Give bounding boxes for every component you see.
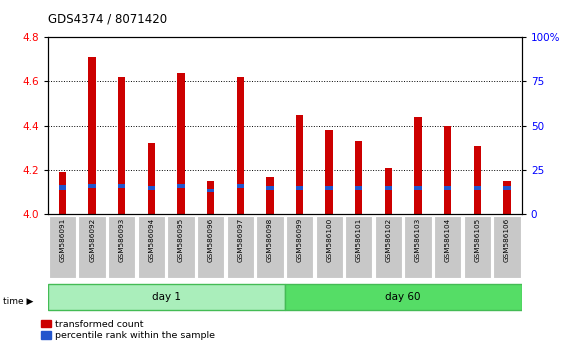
Bar bbox=[385, 168, 392, 214]
Bar bbox=[444, 186, 452, 190]
Bar bbox=[444, 126, 452, 214]
Text: GSM586105: GSM586105 bbox=[474, 218, 480, 262]
Bar bbox=[385, 186, 392, 190]
Text: day 1: day 1 bbox=[151, 292, 181, 302]
Text: GSM586106: GSM586106 bbox=[504, 218, 510, 262]
Text: GDS4374 / 8071420: GDS4374 / 8071420 bbox=[48, 12, 167, 25]
Bar bbox=[415, 186, 422, 190]
Bar bbox=[148, 143, 155, 214]
Text: GSM586100: GSM586100 bbox=[326, 218, 332, 262]
Bar bbox=[48, 284, 284, 310]
Text: GSM586094: GSM586094 bbox=[148, 218, 154, 262]
Bar bbox=[345, 216, 373, 278]
Bar bbox=[108, 216, 135, 278]
Bar bbox=[227, 216, 254, 278]
Bar bbox=[473, 145, 481, 214]
Bar bbox=[266, 186, 274, 190]
Bar bbox=[355, 186, 362, 190]
Bar bbox=[167, 216, 195, 278]
Bar bbox=[355, 141, 362, 214]
Bar bbox=[434, 216, 461, 278]
Bar bbox=[325, 130, 333, 214]
Bar bbox=[89, 184, 96, 188]
Bar bbox=[493, 216, 521, 278]
Bar bbox=[177, 184, 185, 188]
Bar bbox=[148, 186, 155, 190]
Text: GSM586097: GSM586097 bbox=[237, 218, 243, 262]
Bar bbox=[404, 216, 431, 278]
Bar bbox=[89, 57, 96, 214]
Bar bbox=[118, 184, 126, 188]
Bar bbox=[315, 216, 343, 278]
Text: GSM586102: GSM586102 bbox=[385, 218, 392, 262]
Bar bbox=[79, 216, 106, 278]
Bar bbox=[296, 186, 304, 190]
Bar bbox=[463, 216, 491, 278]
Bar bbox=[237, 184, 244, 188]
Bar bbox=[207, 181, 214, 214]
Text: time ▶: time ▶ bbox=[3, 297, 33, 306]
Text: GSM586104: GSM586104 bbox=[445, 218, 450, 262]
Bar bbox=[503, 181, 511, 214]
Bar bbox=[197, 216, 224, 278]
Bar bbox=[118, 77, 126, 214]
Text: GSM586098: GSM586098 bbox=[267, 218, 273, 262]
Bar bbox=[266, 177, 274, 214]
Text: GSM586096: GSM586096 bbox=[208, 218, 214, 262]
Bar bbox=[59, 172, 66, 214]
Text: GSM586099: GSM586099 bbox=[297, 218, 302, 262]
Bar bbox=[325, 186, 333, 190]
Bar bbox=[375, 216, 402, 278]
Bar bbox=[473, 186, 481, 190]
Bar bbox=[256, 216, 283, 278]
Bar bbox=[138, 216, 165, 278]
Text: GSM586093: GSM586093 bbox=[119, 218, 125, 262]
Legend: transformed count, percentile rank within the sample: transformed count, percentile rank withi… bbox=[41, 320, 215, 340]
Text: GSM586091: GSM586091 bbox=[59, 218, 66, 262]
Bar bbox=[49, 216, 76, 278]
Bar bbox=[284, 284, 522, 310]
Bar bbox=[59, 185, 66, 190]
Text: GSM586095: GSM586095 bbox=[178, 218, 184, 262]
Bar bbox=[237, 77, 244, 214]
Text: GSM586092: GSM586092 bbox=[89, 218, 95, 262]
Bar bbox=[177, 73, 185, 214]
Bar bbox=[286, 216, 313, 278]
Bar bbox=[503, 186, 511, 190]
Bar bbox=[415, 117, 422, 214]
Text: day 60: day 60 bbox=[385, 292, 421, 302]
Text: GSM586101: GSM586101 bbox=[356, 218, 362, 262]
Bar bbox=[296, 115, 304, 214]
Bar bbox=[207, 189, 214, 192]
Text: GSM586103: GSM586103 bbox=[415, 218, 421, 262]
